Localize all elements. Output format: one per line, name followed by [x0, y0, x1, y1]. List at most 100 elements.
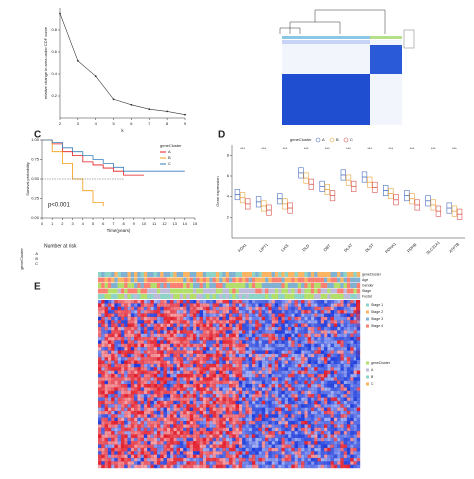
heat-cell: [238, 353, 243, 358]
legend-swatch: [366, 324, 369, 328]
heat-cell: [265, 461, 269, 465]
heat-cell: [340, 437, 344, 442]
heat-cell: [304, 417, 308, 422]
heat-cell: [130, 373, 135, 378]
heat-cell: [310, 454, 315, 459]
heat-cell: [117, 343, 122, 348]
y-tick-label: 2: [227, 214, 230, 219]
heat-cell: [130, 407, 135, 412]
heat-cell: [281, 454, 285, 459]
heat-cell: [107, 400, 112, 405]
heat-cell: [98, 303, 102, 307]
heat-cell: [314, 434, 318, 438]
heat-cell: [192, 434, 197, 438]
heat-cell: [186, 316, 190, 321]
heat-cell: [333, 336, 338, 341]
heat-cell: [323, 454, 328, 459]
heat-cell: [330, 347, 334, 351]
heat-cell: [255, 300, 259, 304]
heat-cell: [179, 350, 184, 354]
heat-cell: [301, 306, 305, 311]
heat-cell: [225, 437, 230, 442]
heat-cell: [255, 451, 259, 455]
heat-cell: [222, 377, 226, 381]
annotation-cell: [124, 277, 128, 283]
heat-cell: [98, 316, 102, 321]
heat-cell: [147, 320, 151, 324]
heat-cell: [327, 461, 331, 465]
heat-cell: [117, 373, 122, 378]
heat-cell: [258, 320, 262, 324]
heat-cell: [212, 313, 217, 317]
annotation-cell: [337, 294, 341, 299]
heat-cell: [297, 420, 302, 425]
heat-cell: [314, 310, 318, 314]
heat-cell: [173, 357, 177, 361]
heat-cell: [265, 353, 269, 358]
heat-cell: [229, 300, 233, 304]
annotation-cell: [291, 294, 295, 299]
heat-cell: [127, 343, 131, 348]
heat-cell: [327, 377, 331, 381]
heat-cell: [320, 300, 325, 304]
heat-cell: [189, 340, 194, 344]
heat-cell: [170, 454, 174, 459]
risk-row-label: A: [35, 251, 38, 256]
heat-cell: [317, 310, 321, 314]
legend-label: C: [350, 137, 353, 142]
heat-cell: [314, 363, 318, 368]
annotation-cell: [258, 294, 262, 299]
heat-cell: [327, 420, 331, 425]
heat-cell: [356, 336, 361, 341]
heat-cell: [340, 363, 344, 368]
heat-cell: [330, 326, 334, 331]
heat-cell: [107, 420, 112, 425]
heat-cell: [153, 464, 158, 469]
heat-cell: [340, 340, 344, 344]
annotation-cell: [176, 277, 181, 283]
heat-cell: [173, 400, 177, 405]
heat-cell: [111, 357, 115, 361]
heat-cell: [173, 420, 177, 425]
heat-cell: [350, 387, 354, 391]
heat-cell: [124, 303, 128, 307]
heat-cell: [297, 336, 302, 341]
heat-cell: [242, 300, 246, 304]
heat-cell: [330, 303, 334, 307]
x-tick-label: 3: [71, 221, 74, 226]
heat-cell: [229, 340, 233, 344]
heat-cell: [265, 454, 269, 459]
annotation-cell: [111, 272, 115, 277]
heat-cell: [242, 373, 246, 378]
heat-cell: [179, 310, 184, 314]
heat-cell: [130, 333, 135, 338]
heat-cell: [333, 323, 338, 328]
heat-cell: [343, 390, 348, 395]
heat-cell: [346, 387, 351, 391]
heat-cell: [238, 414, 243, 418]
heat-cell: [242, 367, 246, 371]
heat-cell: [166, 441, 171, 445]
heat-cell: [147, 441, 151, 445]
heat-cell: [183, 431, 187, 435]
heat-cell: [327, 330, 331, 334]
annotation-cell: [137, 294, 141, 299]
heat-cell: [114, 370, 118, 375]
heat-cell: [297, 447, 302, 452]
heat-cell: [323, 303, 328, 307]
heat-cell: [192, 320, 197, 324]
heat-cell: [107, 357, 112, 361]
heat-cell: [176, 370, 181, 375]
heat-cell: [130, 441, 135, 445]
heat-cell: [199, 431, 203, 435]
heat-cell: [245, 447, 249, 452]
heat-cell: [258, 336, 262, 341]
heat-cell: [219, 444, 223, 449]
heat-cell: [192, 323, 197, 328]
heat-cell: [212, 384, 217, 388]
heat-cell: [278, 414, 282, 418]
heat-cell: [186, 313, 190, 317]
heat-cell: [323, 306, 328, 311]
heat-cell: [173, 457, 177, 462]
heat-cell: [120, 384, 125, 388]
